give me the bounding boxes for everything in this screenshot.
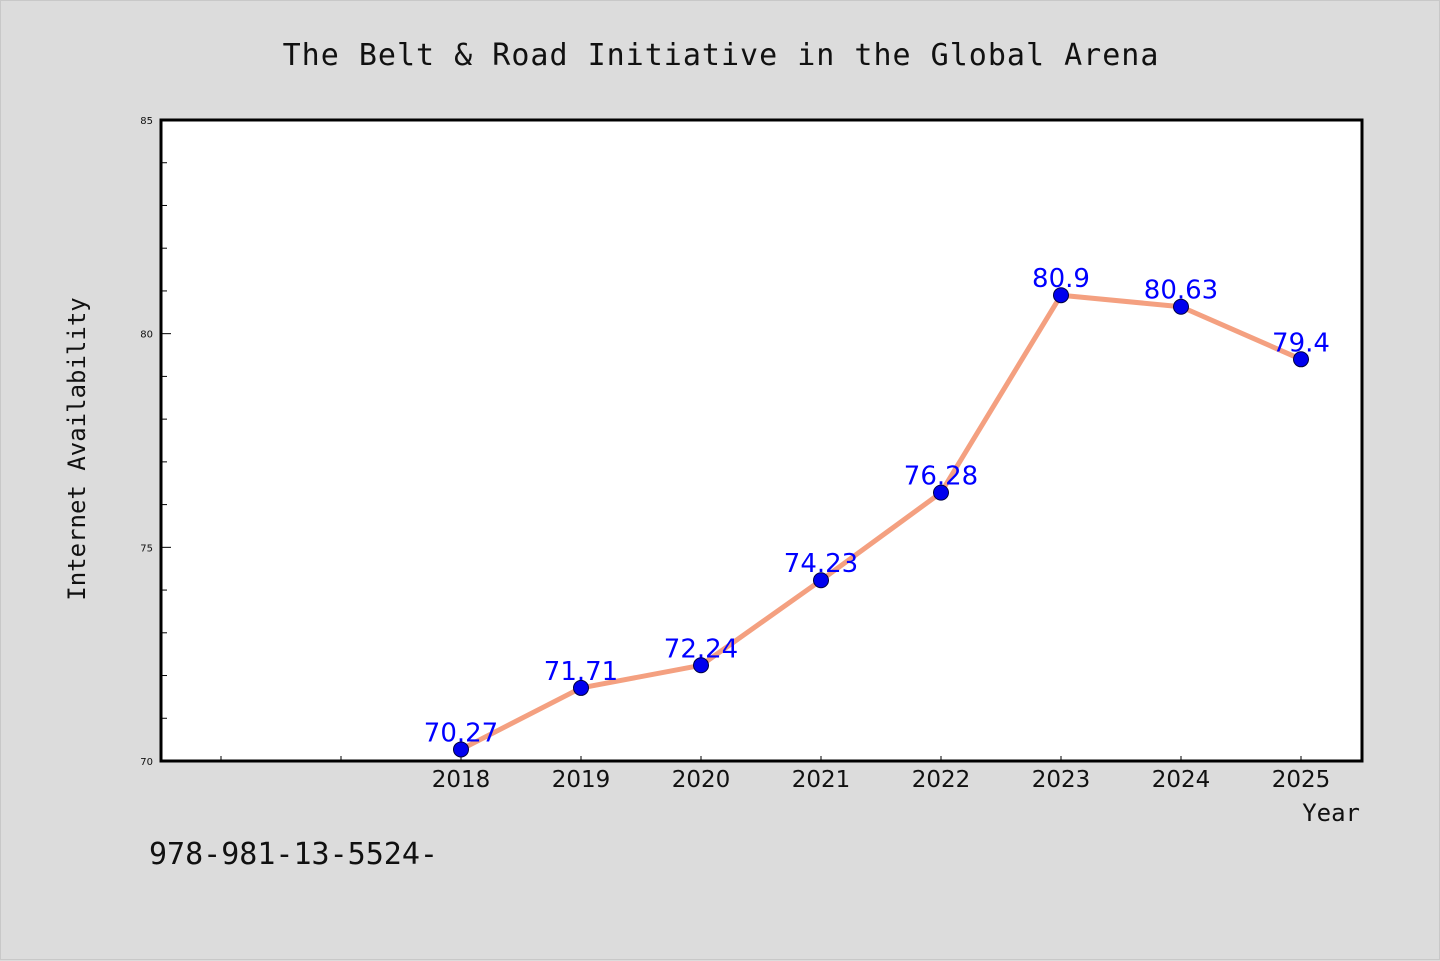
data-label: 74.23 (784, 549, 858, 579)
data-point (813, 572, 829, 589)
x-tick-label: 2025 (1272, 767, 1331, 793)
y-tick-label: 80 (140, 330, 153, 341)
data-point (1173, 298, 1189, 315)
x-tick-label: 2023 (1032, 767, 1091, 793)
x-tick-label: 2019 (552, 767, 611, 793)
series-markers (453, 287, 1309, 758)
data-point (933, 484, 949, 501)
data-point (1293, 351, 1309, 368)
data-labels: 70.27 71.71 72.24 74.23 76.28 80.9 80.63 79.4 (424, 264, 1330, 748)
plot-area (159, 118, 1364, 763)
data-point (453, 741, 469, 758)
y-axis-label: Internet Availability (63, 297, 91, 600)
footer-text: 978-981-13-5524- (149, 837, 438, 872)
x-axis: 2018 2019 2020 2021 2022 2023 2024 2025 (220, 756, 1331, 793)
data-label: 70.27 (424, 718, 498, 748)
series-line (459, 292, 1303, 752)
data-point (1053, 287, 1069, 304)
x-tick-label: 2024 (1152, 767, 1211, 793)
data-point (693, 657, 709, 674)
y-tick-label: 85 (140, 116, 153, 127)
data-label: 72.24 (664, 634, 738, 664)
data-label: 79.4 (1272, 328, 1330, 358)
x-tick-label: 2022 (912, 767, 971, 793)
data-label: 80.63 (1144, 276, 1218, 306)
x-tick-label: 2020 (672, 767, 731, 793)
x-tick-label: 2018 (432, 767, 491, 793)
x-axis-label: Year (1302, 799, 1360, 827)
x-tick-label: 2021 (792, 767, 851, 793)
y-tick-label: 75 (140, 543, 153, 554)
data-point (573, 679, 589, 696)
data-label: 80.9 (1032, 264, 1090, 294)
data-label: 76.28 (904, 462, 978, 492)
chart-title: The Belt & Road Initiative in the Global… (283, 38, 1160, 73)
data-label: 71.71 (544, 657, 618, 687)
y-tick-label: 70 (140, 757, 153, 768)
y-axis: 70 75 80 85 (140, 116, 171, 768)
